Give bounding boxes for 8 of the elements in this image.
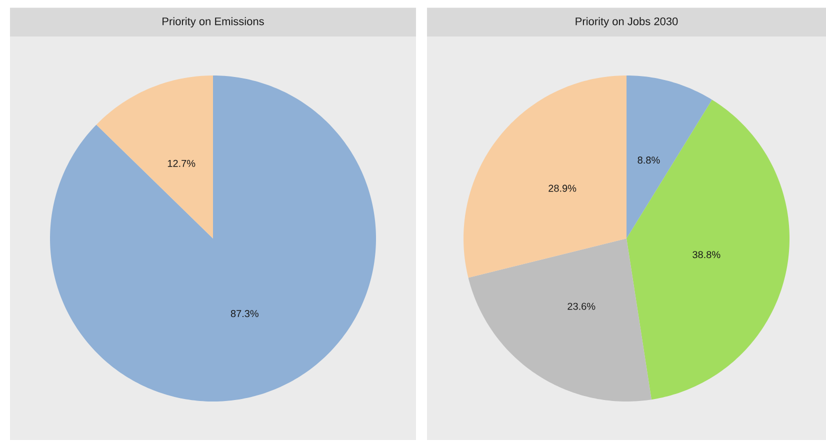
data-label: 28.9%	[548, 184, 576, 192]
data-label: 87.3%	[230, 310, 258, 318]
data-label: 23.6%	[568, 302, 596, 310]
data-label: 8.8%	[638, 156, 660, 164]
data-label: 38.8%	[692, 251, 720, 258]
data-label: 12.7%	[168, 160, 196, 167]
chart-title: Priority on Emissions	[162, 17, 264, 28]
chart-title: Priority on Jobs 2030	[576, 17, 678, 28]
